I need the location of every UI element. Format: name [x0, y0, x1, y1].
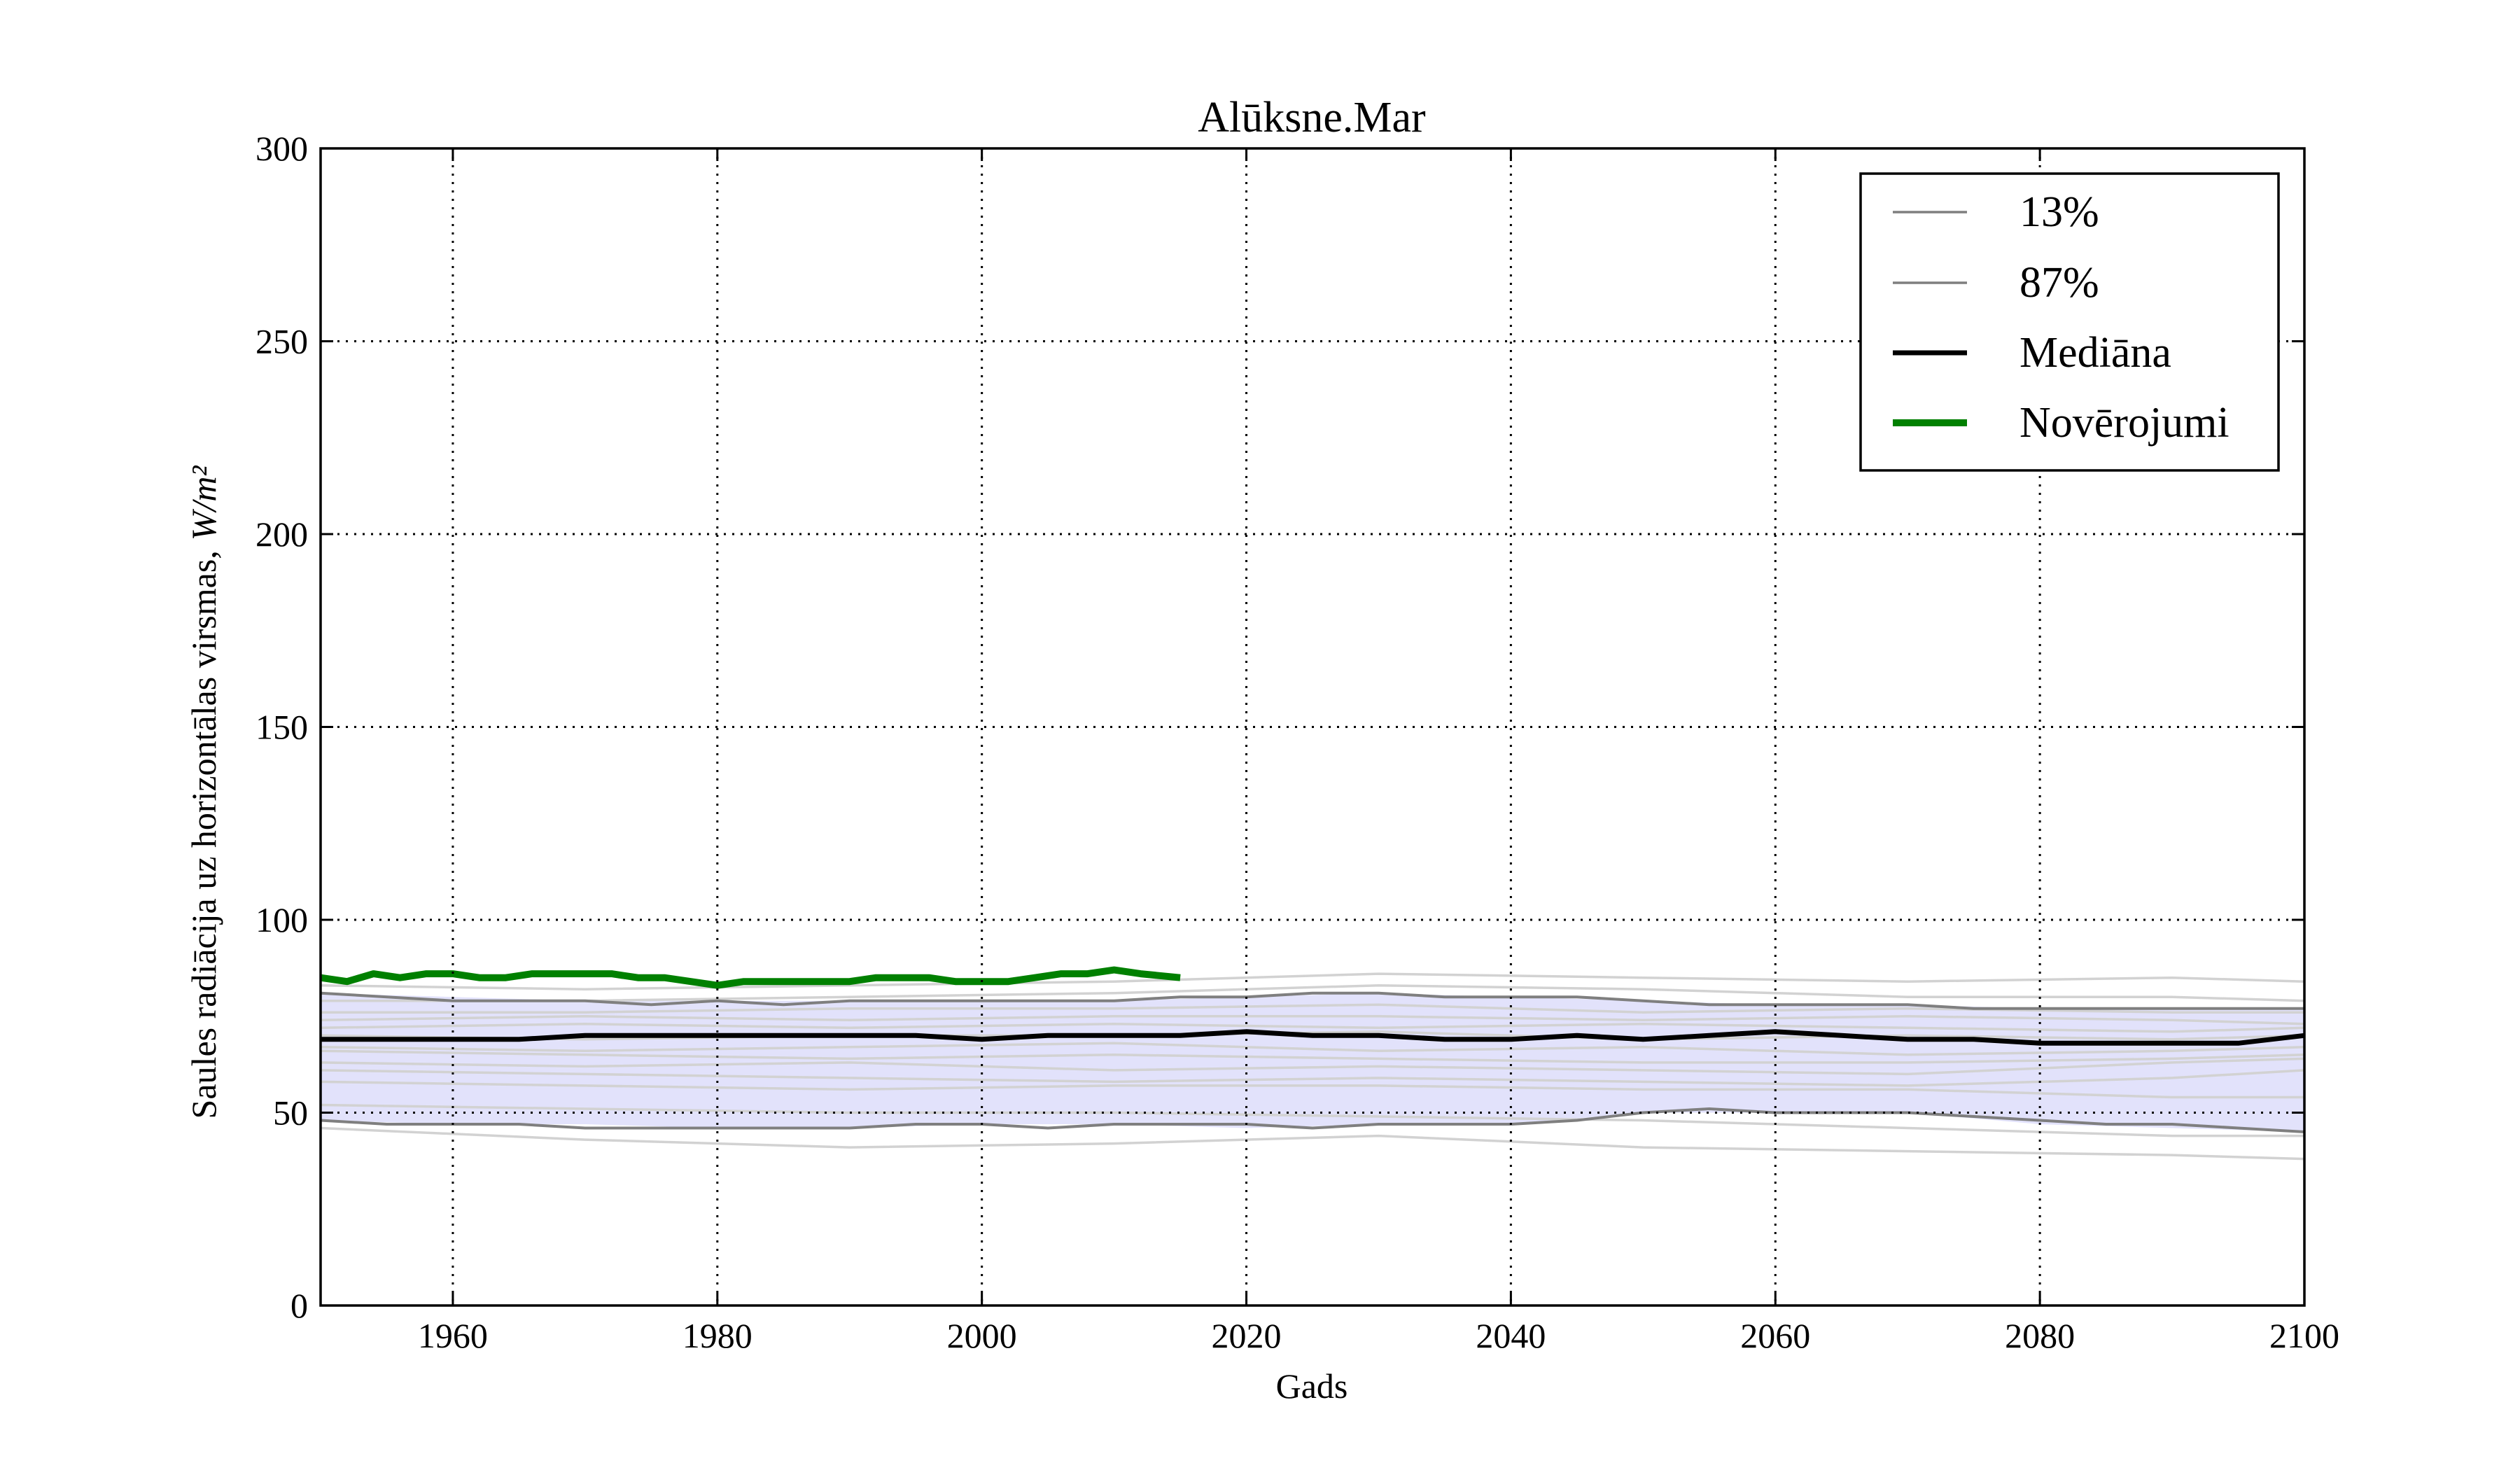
- ensemble-line-12: [321, 983, 2305, 1002]
- y-axis-label-text: Saules radiācija uz horizontālas virsmas…: [184, 550, 223, 1119]
- x-tick-label: 2100: [2269, 1316, 2339, 1355]
- median-line: [321, 1029, 2305, 1046]
- x-tick-label: 2060: [1740, 1316, 1810, 1355]
- y-axis-label-unit: W/m²: [184, 465, 223, 541]
- ensemble-line-3: [320, 1080, 2304, 1099]
- x-tick-label: 1980: [682, 1316, 752, 1355]
- ensemble-line-13: [320, 972, 2305, 990]
- ensemble-line-5: [320, 1057, 2305, 1076]
- ensemble-line-9: [320, 1023, 2305, 1033]
- legend-label-13: 13%: [2019, 188, 2099, 236]
- axis-ticks: 1960 1980 2000 2020 2040 2060 2080 2100 0 50 100 15…: [255, 129, 2339, 1355]
- plot-frame: [319, 147, 2306, 1307]
- ensemble-line-10: [320, 1015, 2305, 1026]
- chart-title: Alūksne.Mar: [1198, 94, 1426, 141]
- ensemble-line-7: [320, 1042, 2305, 1056]
- ensemble-line-1: [320, 1126, 2305, 1161]
- percentile-87-line: [320, 991, 2304, 1010]
- y-tick-label: 250: [255, 322, 308, 361]
- observations-line: [320, 966, 1181, 989]
- legend: 13% 87% Mediāna Novērojumi: [1859, 172, 2280, 472]
- y-axis-label: Saules radiācija uz horizontālas virsmas…: [184, 465, 223, 1119]
- ensemble-line-8: [320, 1030, 2305, 1041]
- ensemble-line-6: [320, 1049, 2305, 1064]
- percentile-13-line: [320, 1107, 2305, 1133]
- ensemble-line-4: [320, 1069, 2305, 1087]
- y-tick-label: 50: [273, 1093, 308, 1133]
- ensemble-line-2: [320, 1103, 2304, 1138]
- y-tick-label: 300: [255, 129, 308, 168]
- y-tick-label: 200: [255, 514, 308, 554]
- legend-label-observations: Novērojumi: [2019, 399, 2230, 447]
- x-tick-label: 2000: [947, 1316, 1017, 1355]
- x-tick-label: 1960: [418, 1316, 488, 1355]
- x-tick-label: 2080: [2005, 1316, 2075, 1355]
- x-axis-label: Gads: [1276, 1366, 1348, 1406]
- x-tick-label: 2020: [1212, 1316, 1282, 1355]
- legend-label-median: Mediāna: [2019, 329, 2171, 377]
- plot-area: [320, 966, 2305, 1161]
- y-tick-label: 150: [255, 708, 308, 747]
- ensemble-line-11: [321, 1003, 2304, 1014]
- y-tick-label: 0: [290, 1286, 308, 1325]
- legend-label-87: 87%: [2019, 259, 2099, 307]
- y-tick-label: 100: [255, 900, 308, 939]
- grid: [321, 148, 2304, 1306]
- percentile-band: [321, 993, 2304, 1132]
- x-tick-label: 2040: [1476, 1316, 1546, 1355]
